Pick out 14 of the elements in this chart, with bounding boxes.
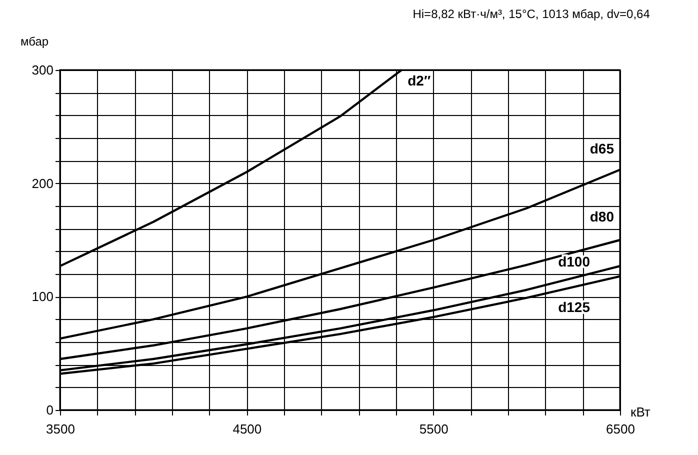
y-axis-title: мбар [20, 34, 49, 48]
series-label: d65 [590, 140, 614, 156]
series-label: d80 [590, 208, 614, 224]
x-axis-title: кВт [630, 404, 650, 420]
x-tick-label: 4500 [232, 422, 262, 436]
x-tick-label: 5500 [419, 422, 448, 436]
chart-subtitle: Hi=8,82 кВт·ч/м³, 15°C, 1013 мбар, dv=0,64 [412, 7, 650, 21]
y-tick-label: 100 [32, 289, 54, 304]
series-label: d2″ [408, 72, 431, 88]
y-tick-label: 300 [32, 62, 54, 78]
x-tick-label: 3500 [46, 422, 75, 436]
x-tick-label: 6500 [606, 422, 635, 436]
y-tick-label: 0 [46, 402, 54, 418]
y-tick-label: 200 [32, 176, 54, 191]
